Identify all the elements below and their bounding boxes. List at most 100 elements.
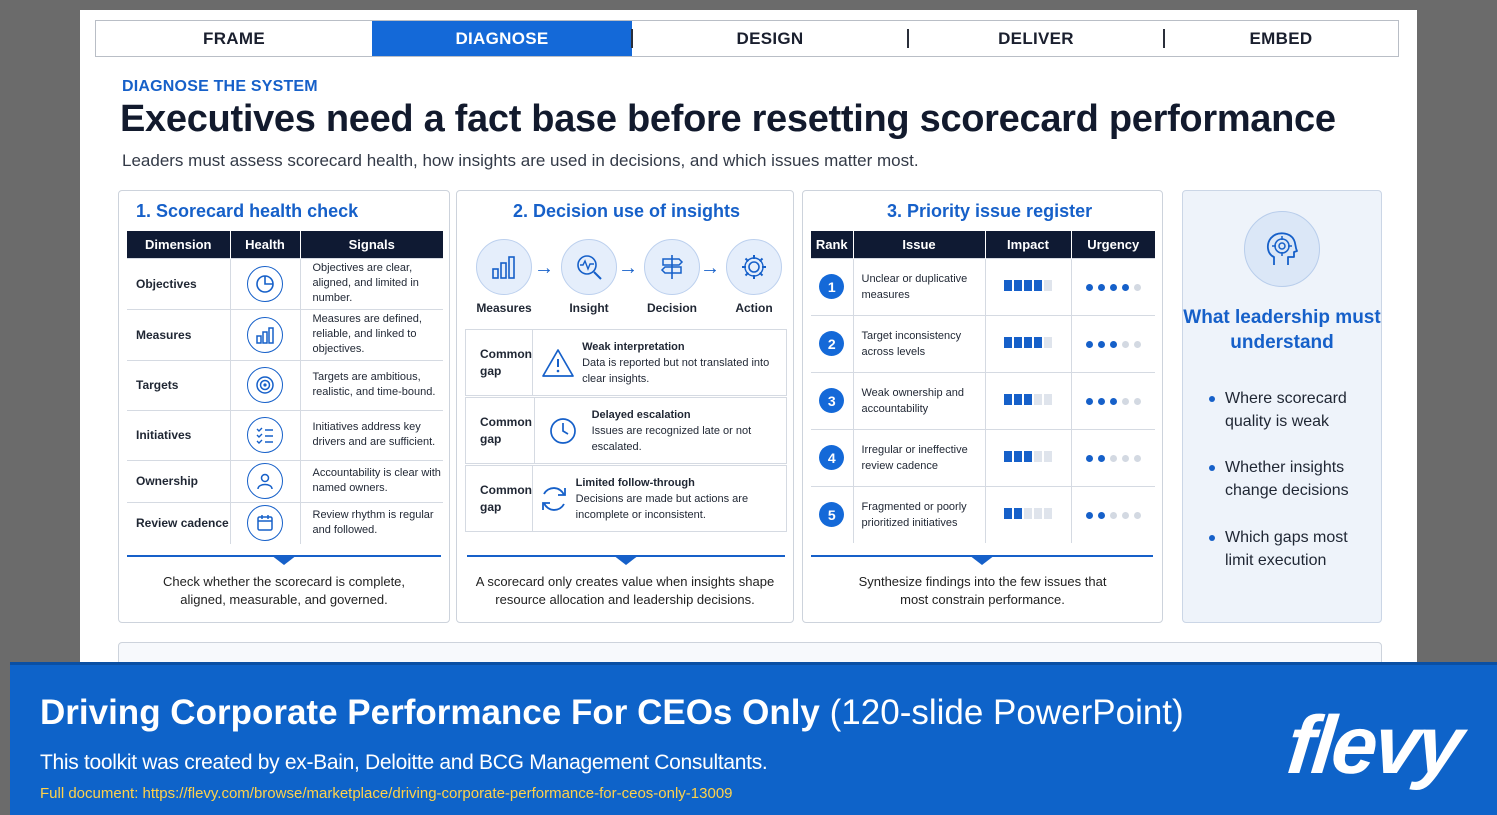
impact-rating [1004,393,1052,405]
urgency-rating [1085,511,1141,519]
table-row: 2 Target inconsistency across levels [811,314,1155,372]
rank-cell: 2 [811,314,854,372]
gap-heading: Delayed escalation [591,408,691,421]
col-header: Impact [985,231,1072,258]
col-header: Signals [300,231,443,258]
table-row: 4 Irregular or ineffective review cadence [811,428,1155,486]
impact-bar-segment [1024,336,1032,348]
tab-frame[interactable]: FRAME [96,21,372,56]
tab-embed[interactable]: EMBED [1163,21,1398,56]
person-icon [247,463,283,499]
signal-cell: Initiatives address key drivers and are … [300,409,443,460]
bullet-item: Where scorecard quality is weak [1209,387,1375,433]
impact-bar-segment [1024,279,1032,291]
dimension-cell: Targets [127,359,231,410]
urgency-dot [1121,283,1129,291]
panel-title: 3. Priority issue register [887,201,1093,221]
signal-cell: Accountability is clear with named owner… [300,459,443,502]
issue-cell: Fragmented or poorly prioritized initiat… [853,485,986,543]
impact-bar-segment [1034,336,1042,348]
tab-separator [631,29,633,48]
gap-description: Data is reported but not translated into… [582,356,770,385]
page-subtitle: Leaders must assess scorecard health, ho… [122,151,919,170]
urgency-dot [1097,454,1105,462]
table-row: Ownership Accountability is clear with n… [127,459,443,502]
dimension-cell: Objectives [127,257,231,309]
scorecard-health-panel: 1. Scorecard health check Dimension Heal… [118,190,450,623]
urgency-dot [1121,454,1129,462]
banner-title-light: (120-slide PowerPoint) [829,693,1184,732]
rank-cell: 5 [811,485,854,543]
issue-cell: Irregular or ineffective review cadence [853,428,986,486]
gap-row: Common gap Weak interpretation Data is re… [465,329,787,396]
section-nav: FRAME DIAGNOSE DESIGN DELIVER EMBED [95,20,1399,57]
urgency-dot [1097,397,1105,405]
urgency-cell [1071,428,1155,486]
urgency-dot [1097,340,1105,348]
urgency-dot [1133,511,1141,519]
head-target-icon [1244,211,1320,287]
measures-node [476,239,532,295]
health-cell [230,359,301,410]
impact-bar-segment [1024,507,1032,519]
urgency-dot [1121,340,1129,348]
tab-design[interactable]: DESIGN [631,21,908,56]
dimension-cell: Ownership [127,459,231,502]
checklist-icon [247,417,283,453]
rank-cell: 4 [811,428,854,486]
impact-bar-segment [1004,336,1012,348]
flow-label: Insight [569,301,609,315]
impact-rating [1004,336,1052,348]
tab-deliver[interactable]: DELIVER [907,21,1164,56]
flow-label: Measures [476,301,532,315]
urgency-rating [1085,397,1141,405]
impact-bar-segment [1024,393,1032,405]
insight-node [561,239,617,295]
urgency-dot [1085,283,1093,291]
bar-chart-icon [492,256,515,279]
urgency-cell [1071,371,1155,429]
signal-cell: Review rhythm is regular and followed. [300,501,443,544]
target-icon [247,367,283,403]
impact-bar-segment [1044,507,1052,519]
slide: FRAME DIAGNOSE DESIGN DELIVER EMBED DIAG… [80,10,1417,665]
bullet-text: Where scorecard quality is weak [1225,390,1347,430]
tab-label: EMBED [1249,28,1313,48]
magnifier-pulse-icon [577,255,602,280]
tab-separator [1163,29,1165,48]
rank-cell: 1 [811,257,854,315]
panel-divider [127,555,441,565]
panel-footer: Check whether the scorecard is complete,… [162,574,406,607]
banner-title: Driving Corporate Performance For CEOs O… [40,693,1184,733]
action-node [726,239,782,295]
impact-bar-segment [1044,336,1052,348]
col-header: Dimension [127,231,231,258]
gap-text: Limited follow-through Decisions are made… [576,475,786,523]
health-table: Dimension Health Signals Objectives Obje… [127,231,443,544]
table-row: 1 Unclear or duplicative measures [811,257,1155,315]
impact-cell [985,257,1072,315]
document-link[interactable]: Full document: https://flevy.com/browse/… [40,785,733,802]
impact-bar-segment [1044,393,1052,405]
tab-label: DESIGN [736,28,804,48]
tab-diagnose[interactable]: DIAGNOSE [372,21,632,56]
urgency-dot [1109,283,1117,291]
urgency-dot [1097,511,1105,519]
panel-title: What leadership must understand [1183,307,1381,353]
gap-label: Common gap [466,330,533,395]
next-section-strip [118,642,1382,665]
impact-bar-segment [1014,336,1022,348]
panel-divider [467,555,785,565]
rank-badge: 4 [819,445,845,470]
impact-cell [985,314,1072,372]
panel-footer: A scorecard only creates value when insi… [475,574,775,607]
leadership-panel: What leadership must understand Where sc… [1182,190,1382,623]
table-row: Initiatives Initiatives address key driv… [127,409,443,460]
impact-bar-segment [1014,393,1022,405]
table-header-row: Rank Issue Impact Urgency [811,231,1155,258]
flevy-logo[interactable]: flevy [1283,700,1465,791]
urgency-dot [1097,283,1105,291]
impact-bar-segment [1044,279,1052,291]
rank-badge: 5 [819,502,845,528]
tab-label: FRAME [203,28,265,48]
